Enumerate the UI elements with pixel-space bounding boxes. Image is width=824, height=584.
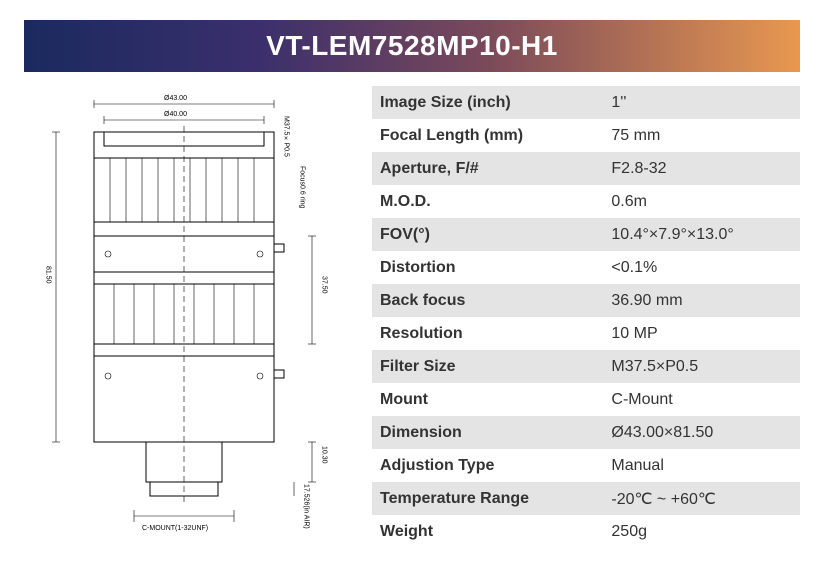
right-thread-dim: 17.526(in AIR) (303, 484, 310, 529)
spec-row: Weight250g (372, 515, 800, 548)
spec-label: Distortion (372, 251, 607, 284)
content-row: Ø43.00 Ø40.00 M37.5×P0.5 Focus0.6 ring (24, 86, 800, 556)
spec-row: Distortion<0.1% (372, 251, 800, 284)
spec-pane: Image Size (inch)1''Focal Length (mm)75 … (372, 86, 800, 556)
spec-value: 250g (607, 515, 800, 548)
spec-row: M.O.D.0.6m (372, 185, 800, 218)
spec-label: Filter Size (372, 350, 607, 383)
spec-label: Aperture, F/# (372, 152, 607, 185)
spec-label: Temperature Range (372, 482, 607, 515)
spec-value: 75 mm (607, 119, 800, 152)
spec-row: Adjustion TypeManual (372, 449, 800, 482)
spec-value: M37.5×P0.5 (607, 350, 800, 383)
spec-value: -20℃ ~ +60℃ (607, 482, 800, 515)
spec-label: Resolution (372, 317, 607, 350)
spec-row: Filter SizeM37.5×P0.5 (372, 350, 800, 383)
focus-ring-label: Focus0.6 ring (299, 166, 306, 209)
spec-label: M.O.D. (372, 185, 607, 218)
spec-value: 10.4°×7.9°×13.0° (607, 218, 800, 251)
spec-value: <0.1% (607, 251, 800, 284)
product-title: VT-LEM7528MP10-H1 (266, 30, 558, 62)
spec-label: Weight (372, 515, 607, 548)
spec-label: Image Size (inch) (372, 86, 607, 119)
spec-value: F2.8-32 (607, 152, 800, 185)
spec-label: FOV(°) (372, 218, 607, 251)
spec-row: DimensionØ43.00×81.50 (372, 416, 800, 449)
spec-label: Adjustion Type (372, 449, 607, 482)
top-diameter-label: Ø43.00 (164, 95, 187, 102)
lens-drawing-svg: Ø43.00 Ø40.00 M37.5×P0.5 Focus0.6 ring (24, 86, 354, 556)
spec-label: Back focus (372, 284, 607, 317)
spec-table: Image Size (inch)1''Focal Length (mm)75 … (372, 86, 800, 548)
spec-row: Focal Length (mm)75 mm (372, 119, 800, 152)
mount-label: C-MOUNT(1-32UNF) (142, 525, 208, 532)
left-height-label: 81.50 (45, 266, 52, 284)
spec-value: C-Mount (607, 383, 800, 416)
sub-diameter-label: Ø40.00 (164, 111, 187, 118)
spec-row: Image Size (inch)1'' (372, 86, 800, 119)
spec-row: Resolution10 MP (372, 317, 800, 350)
spec-value: 36.90 mm (607, 284, 800, 317)
filter-thread-label: M37.5×P0.5 (283, 116, 290, 157)
spec-row: Back focus36.90 mm (372, 284, 800, 317)
lens-diagram: Ø43.00 Ø40.00 M37.5×P0.5 Focus0.6 ring (24, 86, 354, 556)
spec-row: MountC-Mount (372, 383, 800, 416)
spec-value: 0.6m (607, 185, 800, 218)
spec-row: Temperature Range-20℃ ~ +60℃ (372, 482, 800, 515)
spec-value: Manual (607, 449, 800, 482)
spec-value: 10 MP (607, 317, 800, 350)
spec-label: Mount (372, 383, 607, 416)
right-upper-dim: 37.50 (321, 276, 328, 294)
right-mid-dim: 10.30 (321, 446, 328, 464)
spec-value: 1'' (607, 86, 800, 119)
spec-row: Aperture, F/#F2.8-32 (372, 152, 800, 185)
spec-value: Ø43.00×81.50 (607, 416, 800, 449)
product-title-bar: VT-LEM7528MP10-H1 (24, 20, 800, 72)
spec-row: FOV(°)10.4°×7.9°×13.0° (372, 218, 800, 251)
spec-label: Dimension (372, 416, 607, 449)
spec-label: Focal Length (mm) (372, 119, 607, 152)
